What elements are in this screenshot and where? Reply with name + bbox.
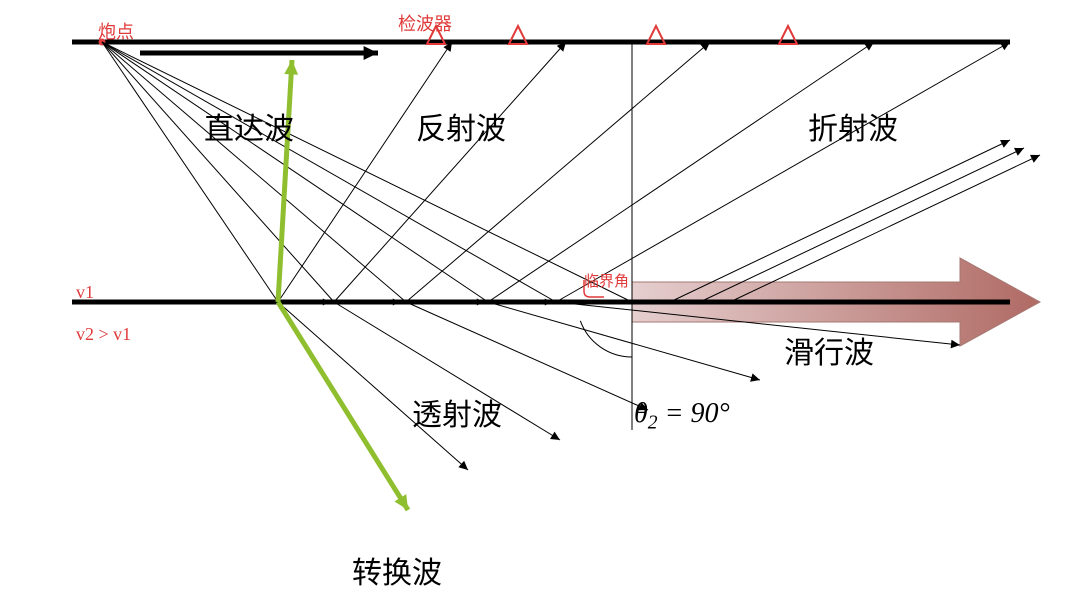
refracted-wave-label: 折射波 bbox=[808, 104, 898, 148]
critical-angle-label: 临界角 bbox=[584, 270, 629, 291]
v2-label: v2 > v1 bbox=[76, 324, 131, 345]
converted-wave-label: 转换波 bbox=[352, 548, 442, 592]
v1-label: v1 bbox=[76, 282, 94, 303]
sliding-wave-label: 滑行波 bbox=[784, 328, 874, 372]
reflected-wave-label: 反射波 bbox=[416, 104, 506, 148]
transmitted-wave-label: 透射波 bbox=[412, 390, 502, 434]
detector-label: 检波器 bbox=[398, 10, 452, 36]
shot-point-label: 炮点 bbox=[98, 18, 134, 44]
seismic-wave-diagram bbox=[0, 0, 1074, 597]
theta-formula: θ2 = 90° bbox=[634, 398, 730, 435]
direct-wave-label: 直达波 bbox=[204, 104, 294, 148]
